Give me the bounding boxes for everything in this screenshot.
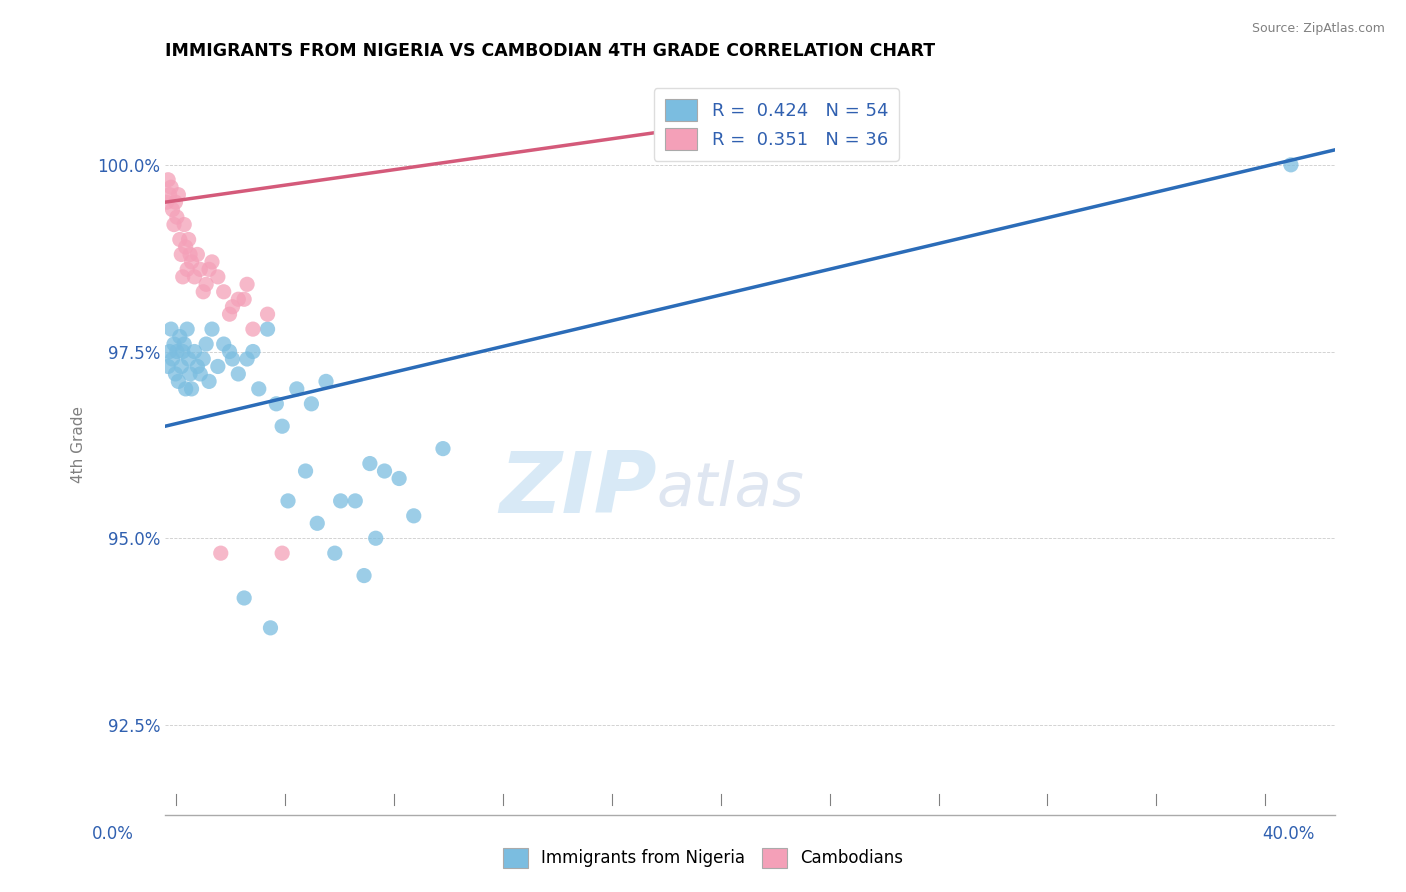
Point: [233, 292, 256, 306]
Point: [218, 307, 240, 321]
Text: Source: ZipAtlas.com: Source: ZipAtlas.com: [1251, 22, 1385, 36]
Point: [329, 494, 352, 508]
Point: [344, 494, 367, 508]
Point: [236, 277, 259, 292]
Point: [198, 262, 221, 277]
Point: [299, 397, 322, 411]
Point: [172, 269, 194, 284]
Point: [315, 375, 337, 389]
Point: [162, 351, 184, 366]
Point: [373, 464, 395, 478]
Point: [160, 180, 183, 194]
Point: [207, 359, 229, 374]
Point: [201, 255, 224, 269]
Point: [170, 247, 193, 261]
Legend: R =  0.424   N = 54, R =  0.351   N = 36: R = 0.424 N = 54, R = 0.351 N = 36: [654, 88, 898, 161]
Text: IMMIGRANTS FROM NIGERIA VS CAMBODIAN 4TH GRADE CORRELATION CHART: IMMIGRANTS FROM NIGERIA VS CAMBODIAN 4TH…: [166, 42, 935, 60]
Point: [163, 337, 186, 351]
Point: [402, 508, 425, 523]
Point: [307, 516, 329, 531]
Point: [256, 322, 278, 336]
Point: [169, 233, 191, 247]
Point: [180, 255, 202, 269]
Point: [218, 344, 240, 359]
Text: 0.0%: 0.0%: [91, 825, 134, 843]
Point: [159, 187, 181, 202]
Point: [173, 218, 195, 232]
Point: [160, 322, 183, 336]
Point: [221, 300, 243, 314]
Point: [247, 382, 270, 396]
Point: [256, 307, 278, 321]
Point: [209, 546, 232, 560]
Point: [353, 568, 375, 582]
Point: [183, 269, 205, 284]
Point: [172, 344, 194, 359]
Point: [195, 277, 218, 292]
Point: [157, 359, 180, 374]
Legend: Immigrants from Nigeria, Cambodians: Immigrants from Nigeria, Cambodians: [496, 841, 910, 875]
Point: [186, 359, 208, 374]
Point: [159, 344, 181, 359]
Point: [1279, 158, 1302, 172]
Text: ZIP: ZIP: [499, 448, 657, 531]
Point: [221, 351, 243, 366]
Point: [212, 337, 235, 351]
Point: [176, 262, 198, 277]
Point: [177, 351, 200, 366]
Point: [432, 442, 454, 456]
Text: atlas: atlas: [657, 459, 804, 519]
Point: [201, 322, 224, 336]
Point: [183, 344, 205, 359]
Point: [174, 240, 197, 254]
Point: [212, 285, 235, 299]
Text: 40.0%: 40.0%: [1263, 825, 1315, 843]
Point: [236, 351, 259, 366]
Point: [277, 494, 299, 508]
Point: [226, 292, 249, 306]
Point: [167, 375, 190, 389]
Point: [167, 187, 190, 202]
Point: [176, 322, 198, 336]
Point: [157, 173, 180, 187]
Point: [294, 464, 316, 478]
Point: [162, 202, 184, 217]
Point: [165, 195, 187, 210]
Point: [186, 247, 208, 261]
Point: [271, 419, 294, 434]
Point: [323, 546, 346, 560]
Point: [166, 210, 188, 224]
Point: [259, 621, 281, 635]
Point: [285, 382, 308, 396]
Point: [180, 382, 202, 396]
Point: [170, 359, 193, 374]
Point: [226, 367, 249, 381]
Point: [156, 195, 179, 210]
Point: [364, 531, 387, 545]
Point: [163, 218, 186, 232]
Point: [359, 457, 381, 471]
Point: [166, 344, 188, 359]
Point: [266, 397, 288, 411]
Point: [233, 591, 256, 605]
Y-axis label: 4th Grade: 4th Grade: [72, 407, 86, 483]
Point: [242, 322, 264, 336]
Point: [193, 351, 215, 366]
Point: [271, 546, 294, 560]
Point: [193, 285, 215, 299]
Point: [174, 382, 197, 396]
Point: [177, 233, 200, 247]
Point: [388, 471, 411, 485]
Point: [195, 337, 218, 351]
Point: [173, 337, 195, 351]
Point: [165, 367, 187, 381]
Point: [242, 344, 264, 359]
Point: [179, 247, 201, 261]
Point: [198, 375, 221, 389]
Point: [179, 367, 201, 381]
Point: [188, 262, 211, 277]
Point: [188, 367, 211, 381]
Point: [169, 329, 191, 343]
Point: [207, 269, 229, 284]
